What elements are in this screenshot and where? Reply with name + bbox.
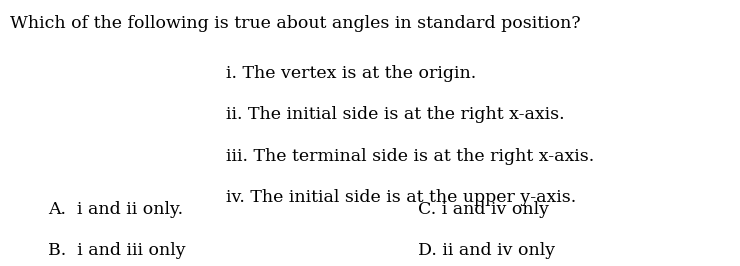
Text: ii. The initial side is at the right x-axis.: ii. The initial side is at the right x-a… [226, 106, 565, 123]
Text: D. ii and iv only: D. ii and iv only [418, 242, 555, 259]
Text: Which of the following is true about angles in standard position?: Which of the following is true about ang… [10, 15, 581, 32]
Text: A.  i and ii only.: A. i and ii only. [48, 201, 184, 218]
Text: iv. The initial side is at the upper y-axis.: iv. The initial side is at the upper y-a… [226, 189, 576, 206]
Text: iii. The terminal side is at the right x-axis.: iii. The terminal side is at the right x… [226, 148, 594, 165]
Text: i. The vertex is at the origin.: i. The vertex is at the origin. [226, 65, 476, 82]
Text: C. i and iv only: C. i and iv only [418, 201, 549, 218]
Text: B.  i and iii only: B. i and iii only [48, 242, 186, 259]
